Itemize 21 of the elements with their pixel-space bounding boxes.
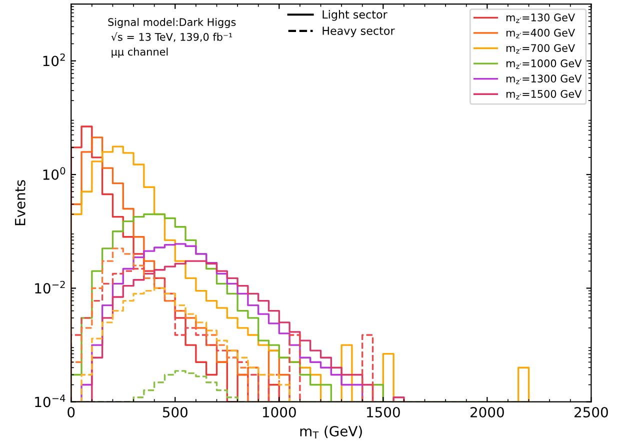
- legend-label: m$_{z′}$=1500 GeV: [506, 90, 582, 100]
- legend-label: m$_{z′}$=1300 GeV: [506, 74, 582, 84]
- x-tick-label: 0: [68, 406, 75, 418]
- legend-label: m$_{z′}$=1000 GeV: [506, 59, 582, 69]
- x-tick-label: 1000: [263, 406, 296, 418]
- x-tick-label: 1500: [367, 406, 400, 418]
- legend-label: m$_{z′}$=400 GeV: [506, 28, 576, 38]
- annotation: Heavy sector: [322, 26, 395, 38]
- y-tick-label: 10$^{−4}$: [35, 394, 66, 408]
- x-tick-label: 500: [162, 406, 188, 418]
- y-axis-title: Events: [15, 180, 26, 226]
- x-axis-title: m$_{T}$ (GeV): [300, 426, 362, 439]
- x-tick-label: 2500: [574, 406, 608, 418]
- annotation: Signal model:Dark Higgs √s = 13 TeV, 139,0 fb⁻¹ μμ channel: [108, 18, 236, 58]
- y-tick-label: 10$^{2}$: [43, 54, 65, 66]
- legend-label: m$_{z′}$=700 GeV: [506, 44, 576, 54]
- y-tick-label: 10$^{0}$: [43, 167, 66, 180]
- annotation: Light sector: [322, 10, 388, 21]
- x-tick-label: 2000: [470, 406, 504, 418]
- legend-label: m$_{z′}$=130 GeV: [506, 14, 576, 23]
- y-tick-label: 10$^{−2}$: [35, 280, 65, 294]
